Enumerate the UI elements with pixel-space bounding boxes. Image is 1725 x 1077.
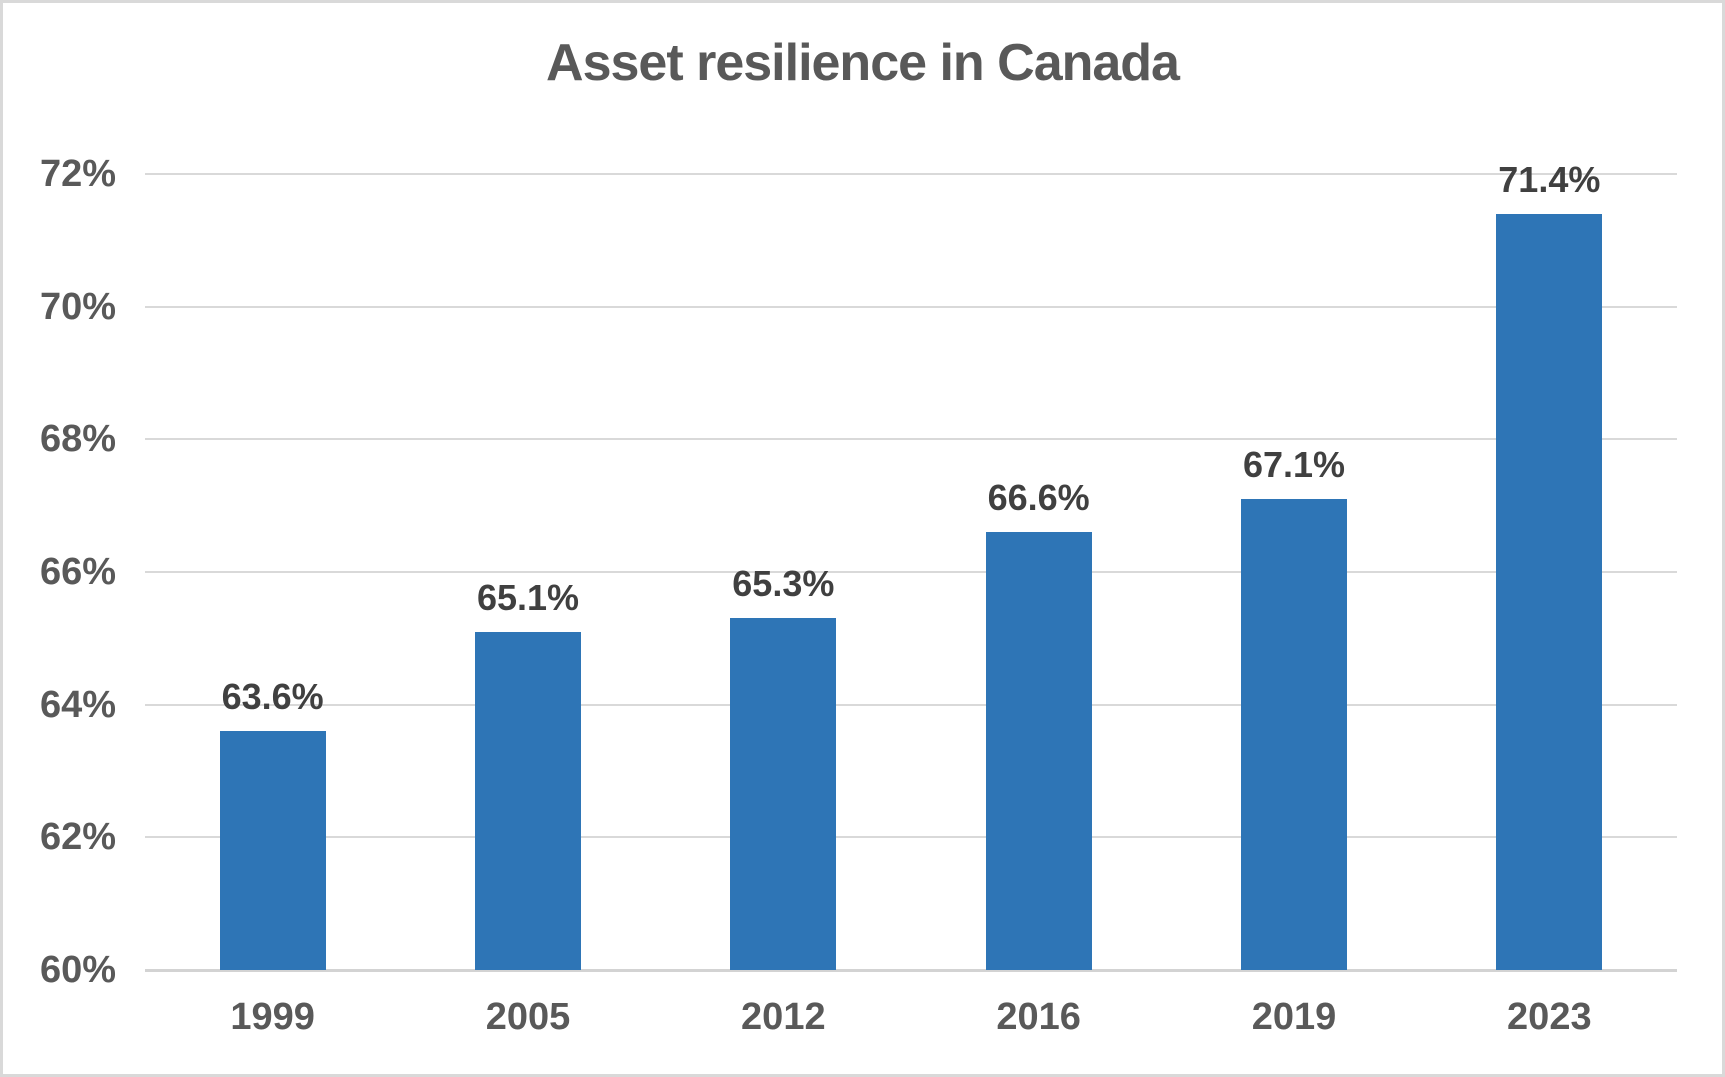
bar: [730, 618, 837, 970]
bar-value-label: 71.4%: [1498, 158, 1601, 200]
x-axis-tick-label: 2023: [1507, 996, 1592, 1038]
plot-area: 63.6% 65.1% 65.3% 66.6% 67.1% 71.4%: [145, 159, 1677, 972]
chart-title: Asset resilience in Canada: [546, 34, 1180, 92]
x-axis-tick-label: 1999: [230, 996, 315, 1038]
bar-value-label: 67.1%: [1242, 444, 1346, 486]
y-axis-tick-label: 60%: [39, 949, 116, 991]
bar-value-label: 66.6%: [987, 477, 1090, 519]
y-axis-tick-label: 72%: [39, 153, 116, 195]
bar: [219, 731, 326, 970]
gridline: [145, 173, 1677, 175]
bar: [1496, 213, 1603, 970]
bar: [1241, 499, 1347, 970]
y-axis-tick-label: 62%: [39, 816, 116, 859]
y-axis-tick-label: 68%: [39, 418, 116, 461]
gridline: [145, 305, 1677, 308]
gridline: [145, 571, 1677, 573]
x-axis-tick-label: 2012: [741, 996, 826, 1038]
x-axis-tick-label: 2019: [1251, 996, 1337, 1038]
y-axis-tick-label: 64%: [39, 683, 116, 726]
bar: [475, 631, 581, 970]
gridline: [145, 438, 1677, 441]
y-axis-tick-label: 66%: [39, 551, 116, 593]
y-axis-tick-label: 70%: [39, 285, 116, 328]
bar-value-label: 65.1%: [476, 576, 580, 618]
bar-value-label: 63.6%: [221, 676, 324, 718]
x-axis-tick-label: 2016: [996, 996, 1081, 1038]
bar-value-label: 65.3%: [732, 563, 835, 605]
gridline: [145, 703, 1677, 706]
bar: [985, 532, 1092, 970]
gridline: [145, 836, 1677, 839]
x-axis-tick-label: 2005: [485, 996, 571, 1038]
x-axis-line: [145, 969, 1677, 972]
